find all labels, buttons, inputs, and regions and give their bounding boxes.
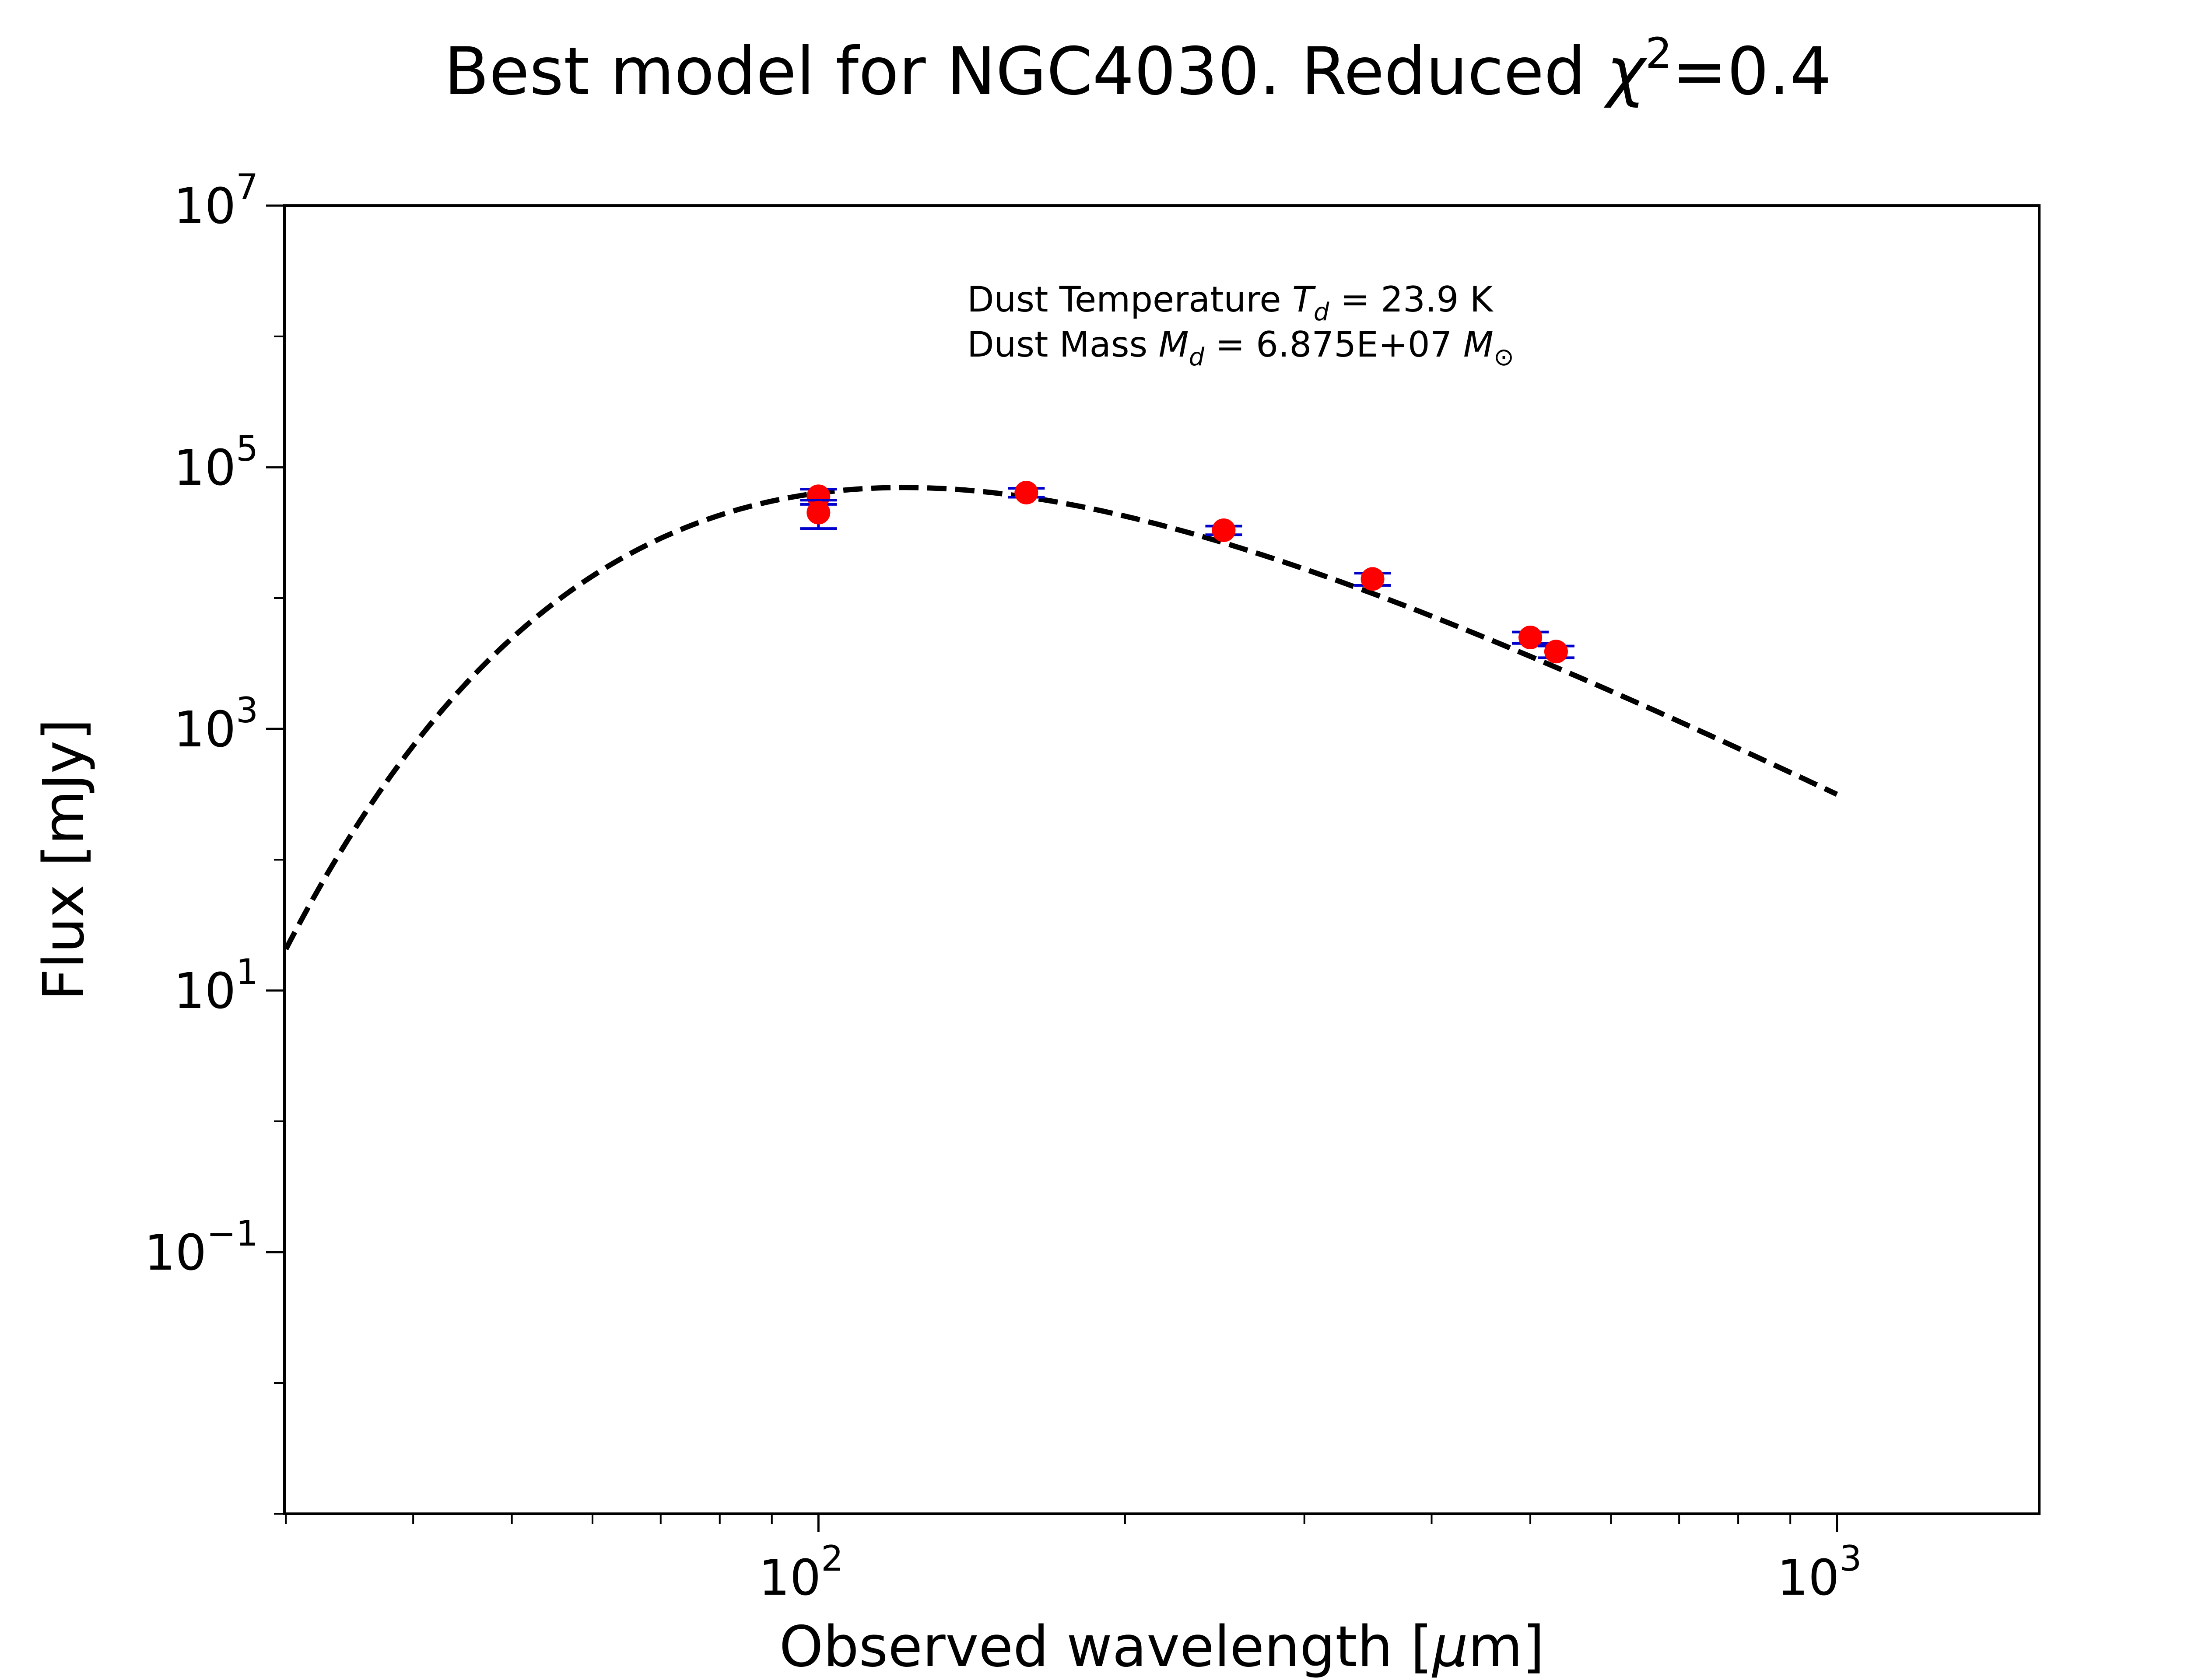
- model-curve: [284, 485, 1838, 951]
- y-axis-ticks: 10−1 101 103 105 107: [144, 167, 284, 1515]
- y-tick-label: 105: [174, 428, 258, 497]
- data-marker: [1518, 626, 1543, 650]
- x-axis-label: Observed wavelength [μm]: [779, 1614, 1545, 1680]
- chart-title: Best model for NGC4030. Reduced χ2=0.4: [444, 29, 1832, 110]
- y-tick-label: 107: [174, 167, 258, 235]
- y-tick-label: 10−1: [144, 1213, 258, 1281]
- model-layer: [284, 485, 1838, 951]
- y-tick-label: 101: [174, 952, 258, 1020]
- data-marker: [1544, 640, 1568, 664]
- y-axis-label: Flux [mJy]: [32, 719, 97, 1001]
- data-marker: [806, 484, 831, 508]
- data-point: [1008, 480, 1045, 504]
- data-point: [1512, 626, 1549, 650]
- data-point: [1205, 518, 1242, 542]
- data-marker: [1360, 567, 1385, 591]
- observations-layer: [800, 480, 1574, 664]
- data-point: [800, 499, 837, 530]
- x-tick-label: 102: [759, 1538, 843, 1606]
- plot-area: [284, 480, 1838, 951]
- x-axis-ticks: 102 103: [285, 1514, 1862, 1606]
- annotation-dust-mass: Dust Mass Md = 6.875E+07 M⊙: [967, 324, 1514, 371]
- x-tick-label: 103: [1777, 1538, 1862, 1606]
- data-marker: [1014, 480, 1038, 504]
- data-point: [1354, 567, 1391, 591]
- data-marker: [806, 500, 831, 525]
- data-marker: [1212, 518, 1236, 542]
- y-tick-label: 103: [174, 690, 258, 758]
- data-point: [1537, 640, 1574, 664]
- annotation-dust-temperature: Dust Temperature Td = 23.9 K: [967, 279, 1494, 326]
